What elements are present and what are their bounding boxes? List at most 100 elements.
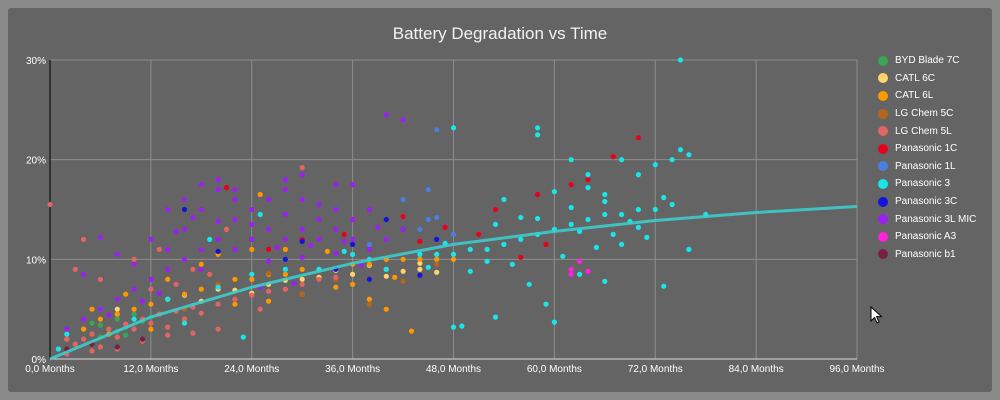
data-point-panasonic-a3 (585, 268, 591, 274)
data-point-lg-chem-5l (232, 296, 238, 302)
data-point-panasonic-1c (492, 206, 499, 213)
data-point-panasonic-1c (610, 154, 616, 160)
data-point-panasonic-3l-mic (97, 306, 103, 312)
legend-item-catl-6l[interactable]: CATL 6L (878, 87, 976, 105)
data-point-panasonic-3 (64, 331, 70, 337)
legend-item-panasonic-1c[interactable]: Panasonic 1C (878, 140, 976, 158)
data-point-panasonic-3 (450, 251, 457, 257)
data-point-lg-chem-5l (106, 326, 112, 332)
data-points (47, 57, 709, 357)
data-point-panasonic-3 (585, 185, 591, 191)
data-point-panasonic-3l-mic (215, 177, 221, 183)
legend-item-panasonic-3l-mic[interactable]: Panasonic 3L MIC (878, 210, 976, 228)
data-point-byd-blade-7c (114, 316, 120, 322)
legend-item-panasonic-a3[interactable]: Panasonic A3 (878, 228, 976, 246)
data-point-catl-6c (350, 271, 356, 277)
data-point-catl-6l (165, 276, 171, 282)
data-point-panasonic-3l-mic (316, 201, 322, 208)
data-point-catl-6c (417, 266, 423, 272)
y-tick-label: 20% (26, 156, 46, 167)
data-point-catl-6l (198, 286, 204, 292)
data-point-panasonic-3 (602, 278, 608, 284)
data-point-panasonic-3 (669, 157, 675, 163)
mouse-cursor-icon (870, 306, 883, 324)
legend-item-catl-6c[interactable]: CATL 6C (878, 70, 976, 88)
data-point-byd-blade-7c (131, 311, 137, 317)
data-point-panasonic-3l-mic (333, 206, 339, 213)
data-point-panasonic-3l-mic (266, 226, 272, 232)
data-point-lg-chem-5l (181, 316, 188, 322)
data-point-panasonic-3 (661, 194, 667, 201)
data-point-panasonic-3l-mic (291, 280, 297, 286)
legend-item-panasonic-3c[interactable]: Panasonic 3C (878, 193, 976, 211)
data-point-catl-6l (89, 306, 95, 312)
data-point-panasonic-3c (383, 216, 389, 223)
data-point-lg-chem-5l (156, 246, 162, 252)
data-point-lg-chem-5l (282, 286, 288, 292)
data-point-panasonic-3 (492, 314, 499, 320)
data-point-panasonic-3l-mic (274, 244, 280, 250)
data-point-panasonic-3l-mic (232, 187, 238, 193)
data-point-byd-blade-7c (97, 322, 103, 328)
data-point-panasonic-3 (610, 231, 616, 237)
data-point-panasonic-3 (350, 251, 356, 257)
data-point-lg-chem-5l (207, 271, 213, 277)
data-point-panasonic-3l-mic (249, 236, 255, 242)
data-point-panasonic-3 (585, 172, 591, 178)
legend-item-byd-blade-7c[interactable]: BYD Blade 7C (878, 52, 976, 70)
data-point-catl-6c (400, 268, 406, 274)
data-point-lg-chem-5l (97, 276, 103, 282)
data-point-panasonic-a3 (577, 258, 583, 264)
data-point-catl-6l (198, 261, 204, 267)
data-point-panasonic-3 (619, 241, 625, 247)
legend-item-panasonic-3[interactable]: Panasonic 3 (878, 175, 976, 193)
data-point-panasonic-3 (677, 147, 684, 153)
data-point-panasonic-3 (383, 266, 389, 272)
trendline-layer (49, 205, 858, 361)
legend-item-panasonic-b1[interactable]: Panasonic b1 (878, 246, 976, 264)
legend-item-lg-chem-5c[interactable]: LG Chem 5C (878, 105, 976, 123)
y-tick-label: 0% (32, 355, 47, 366)
legend-label: CATL 6C (895, 72, 936, 84)
data-point-catl-6l (123, 291, 129, 297)
data-point-panasonic-3 (602, 191, 608, 198)
data-point-lg-chem-5l (257, 306, 263, 312)
data-point-panasonic-3l-mic (383, 236, 389, 242)
data-point-panasonic-3 (425, 264, 431, 270)
data-point-panasonic-1l (434, 214, 440, 221)
data-point-panasonic-3 (644, 234, 650, 240)
data-point-panasonic-1l (366, 241, 372, 247)
legend-label: BYD Blade 7C (895, 55, 960, 67)
data-point-panasonic-3l-mic (333, 226, 339, 232)
data-point-panasonic-3 (661, 283, 667, 289)
data-point-panasonic-3l-mic (106, 312, 112, 318)
data-point-panasonic-1c (400, 213, 406, 220)
data-point-catl-6l (148, 301, 154, 307)
data-point-panasonic-3l-mic (190, 214, 196, 221)
data-point-lg-chem-5l (148, 320, 154, 326)
data-point-panasonic-3l-mic (333, 182, 339, 188)
data-point-panasonic-3 (207, 236, 213, 242)
legend-item-panasonic-1l[interactable]: Panasonic 1L (878, 158, 976, 176)
legend-swatch (878, 178, 888, 189)
data-point-panasonic-1c (417, 238, 423, 244)
data-point-lg-chem-5l (333, 274, 339, 280)
data-point-lg-chem-5l (165, 332, 171, 338)
data-point-catl-6l (232, 301, 238, 307)
data-point-panasonic-3 (568, 157, 574, 163)
data-point-catl-6l (181, 291, 188, 297)
data-point-panasonic-3c (282, 256, 288, 262)
data-point-catl-6l (257, 191, 263, 198)
legend-item-lg-chem-5l[interactable]: LG Chem 5L (878, 122, 976, 140)
data-point-panasonic-3 (526, 281, 532, 287)
data-point-panasonic-3l-mic (165, 266, 171, 272)
data-point-lg-chem-5l (131, 326, 137, 332)
data-point-catl-6l (383, 306, 389, 312)
data-point-lg-chem-5l (89, 331, 95, 337)
data-point-panasonic-3 (492, 221, 499, 227)
data-point-panasonic-3l-mic (181, 196, 188, 203)
data-point-panasonic-3 (535, 125, 541, 131)
data-point-byd-blade-7c (89, 320, 95, 326)
data-point-panasonic-3 (518, 236, 524, 242)
data-point-lg-chem-5l (223, 226, 230, 232)
